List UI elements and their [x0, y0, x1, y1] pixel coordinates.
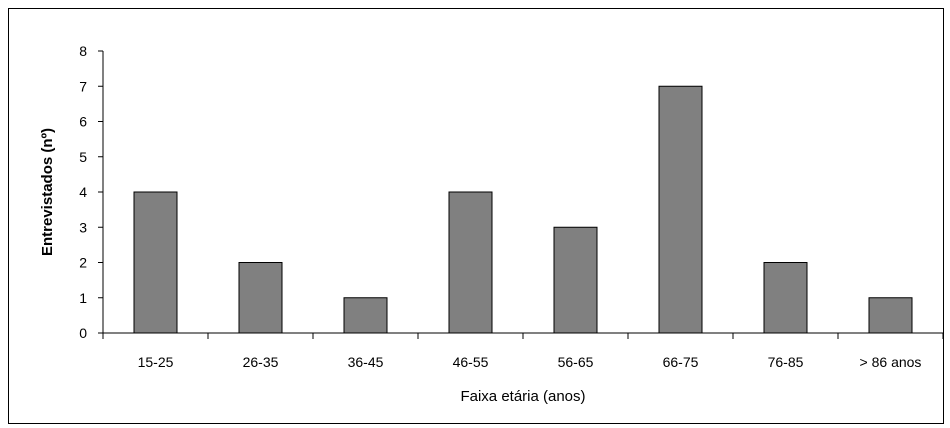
x-category-label: 46-55 — [453, 354, 489, 370]
bar — [238, 262, 283, 334]
bar — [763, 262, 808, 334]
bar — [868, 297, 913, 334]
x-category-label: 36-45 — [348, 354, 384, 370]
bar — [133, 191, 178, 334]
y-tick-label: 8 — [79, 43, 87, 59]
x-category-label: 26-35 — [243, 354, 279, 370]
x-category-label: 76-85 — [768, 354, 804, 370]
y-tick-label: 4 — [79, 184, 87, 200]
bars-layer — [133, 85, 913, 334]
y-ticks: 0 1 2 3 4 5 6 7 8 — [79, 43, 103, 341]
bar — [448, 191, 493, 334]
x-ticks: 15-25 26-35 36-45 46-55 56-65 66-75 76-85 > 86 … — [102, 333, 944, 370]
y-tick-label: 3 — [79, 219, 87, 235]
bar — [343, 297, 388, 334]
y-axis-title: Entrevistados (nº) — [39, 128, 56, 256]
x-category-label: 66-75 — [663, 354, 699, 370]
y-tick-label: 5 — [79, 149, 87, 165]
y-tick-label: 0 — [79, 325, 87, 341]
axes-layer — [102, 51, 943, 334]
y-tick-label: 6 — [79, 114, 87, 130]
bar — [553, 226, 598, 334]
x-axis-title: Faixa etária (anos) — [460, 388, 585, 405]
bar — [658, 85, 703, 334]
x-category-label: > 86 anos — [860, 354, 922, 370]
x-category-label: 15-25 — [138, 354, 174, 370]
y-tick-label: 7 — [79, 78, 87, 94]
y-tick-label: 1 — [79, 290, 87, 306]
x-category-label: 56-65 — [558, 354, 594, 370]
y-tick-label: 2 — [79, 255, 87, 271]
